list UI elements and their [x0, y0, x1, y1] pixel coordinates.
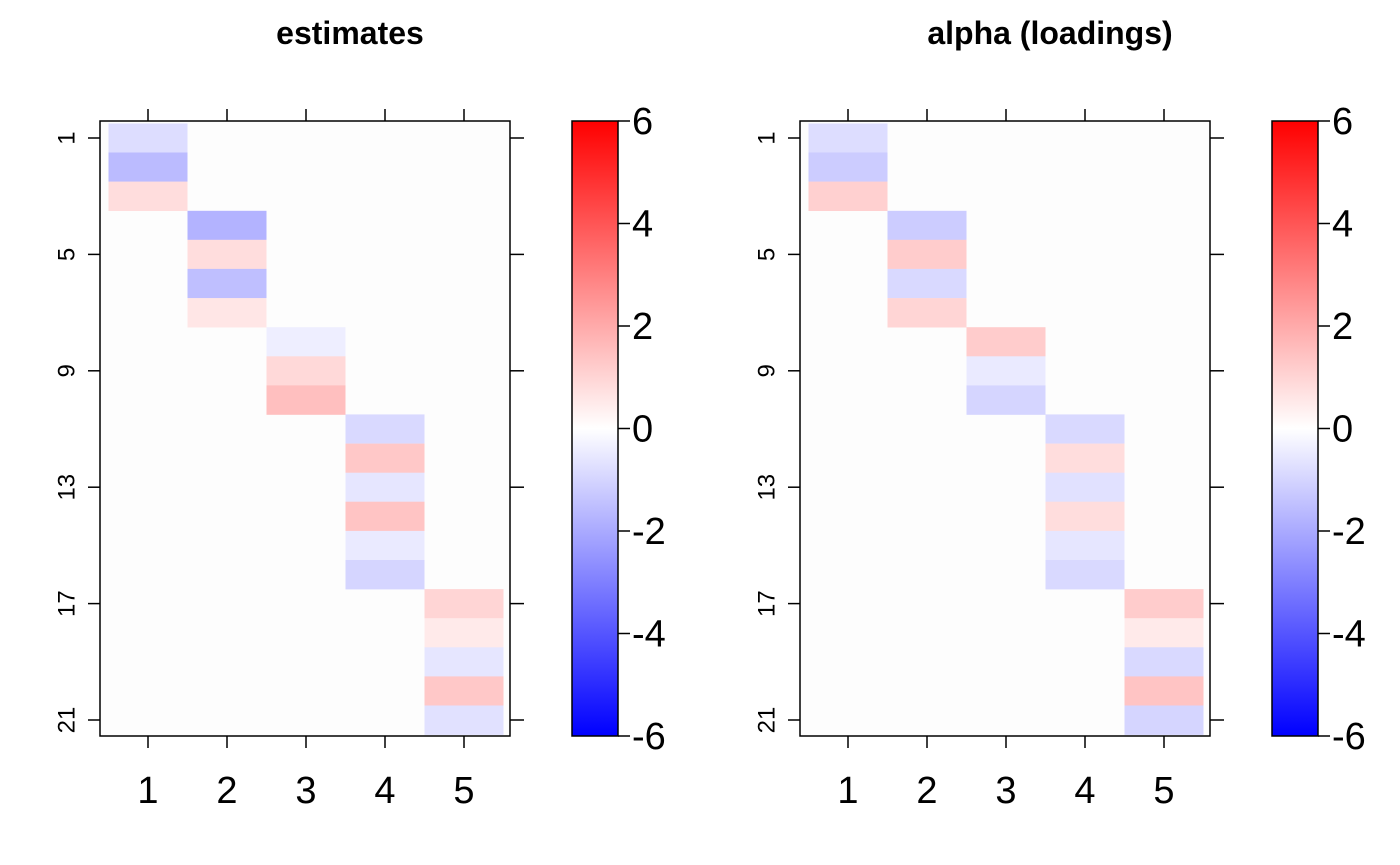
- heatmap-cell: [1124, 705, 1204, 735]
- heatmap-cell: [966, 327, 1046, 357]
- heatmap-cell: [345, 501, 425, 532]
- heatmap-cell: [1045, 501, 1125, 532]
- colorbar: [1271, 120, 1319, 737]
- colorbar-tick-label: 6: [632, 101, 653, 143]
- colorbar-tick-label: 2: [1332, 306, 1353, 348]
- heatmap-cell: [345, 530, 425, 561]
- colorbar-tick-label: 6: [1332, 101, 1353, 143]
- y-tick-label: 21: [753, 707, 780, 734]
- heatmap-cell: [424, 589, 504, 619]
- heatmap-cell: [808, 152, 888, 182]
- heatmap-cell: [1045, 560, 1125, 590]
- heatmap-cell: [187, 239, 267, 270]
- heatmap-cell: [266, 356, 346, 386]
- heatmap-cell: [424, 705, 504, 735]
- x-tick-label: 4: [374, 770, 395, 812]
- x-tick-label: 4: [1074, 770, 1095, 812]
- colorbar-tick-label: 0: [1332, 409, 1353, 451]
- heatmap-cell: [887, 239, 967, 270]
- heatmap-cell: [808, 123, 888, 153]
- chart-title: alpha (loadings): [927, 15, 1172, 51]
- heatmap-cell: [345, 443, 425, 473]
- heatmap-cell: [266, 385, 346, 415]
- heatmap-cell: [1045, 414, 1125, 444]
- x-tick-label: 5: [1153, 770, 1174, 812]
- heatmap-cell: [1124, 589, 1204, 619]
- estimates-panel: estimates 1 2 3 4 5 1 5 9 13 17 21 6 4 2 0 -2 -4 -6: [53, 15, 665, 812]
- heatmap-cell: [424, 647, 504, 677]
- colorbar-tick-label: -4: [632, 614, 666, 656]
- heatmap-cell: [266, 327, 346, 357]
- plot-frame: [799, 120, 1211, 737]
- chart-title: estimates: [276, 15, 424, 51]
- heatmap-cell: [1124, 618, 1204, 648]
- colorbar-tick-label: -4: [1332, 614, 1366, 656]
- y-tick-label: 5: [753, 248, 780, 261]
- heatmap-cell: [1045, 443, 1125, 473]
- x-tick-label: 2: [216, 770, 237, 812]
- colorbar-tick-label: -2: [1332, 511, 1366, 553]
- y-tick-label: 21: [53, 707, 80, 734]
- x-tick-label: 2: [916, 770, 937, 812]
- heatmap-cell: [187, 298, 267, 328]
- heatmap-cell: [424, 676, 504, 706]
- colorbar-tick-label: 0: [632, 409, 653, 451]
- heatmap-cell: [187, 268, 267, 299]
- x-tick-label: 1: [837, 770, 858, 812]
- heatmap-cell: [1124, 676, 1204, 706]
- y-tick-label: 13: [753, 474, 780, 501]
- heatmap-cell: [808, 181, 888, 211]
- y-tick-label: 13: [53, 474, 80, 501]
- heatmap-cell: [345, 472, 425, 503]
- plot-frame: [99, 120, 511, 737]
- heatmap-cell: [108, 152, 188, 182]
- x-tick-label: 5: [453, 770, 474, 812]
- alpha-loadings-panel: alpha (loadings) 1 2 3 4 5 1 5 9 13 17 21 6 4 2 0 -2 -4 -6: [753, 15, 1365, 812]
- heatmap-cell: [424, 618, 504, 648]
- heatmap-cell: [1045, 472, 1125, 503]
- colorbar-tick-label: -6: [632, 716, 666, 758]
- y-tick-label: 17: [753, 590, 780, 617]
- heatmap-cell: [1124, 647, 1204, 677]
- y-tick-label: 1: [53, 131, 80, 144]
- x-tick-label: 1: [137, 770, 158, 812]
- colorbar: [571, 120, 619, 737]
- heatmap-cell: [887, 298, 967, 328]
- heatmap-cell: [187, 210, 267, 241]
- heatmap-cell: [345, 560, 425, 590]
- colorbar-tick-label: 4: [632, 204, 653, 246]
- heatmap-cell: [966, 356, 1046, 386]
- x-tick-label: 3: [995, 770, 1016, 812]
- y-tick-label: 17: [53, 590, 80, 617]
- colorbar-tick-label: -2: [632, 511, 666, 553]
- y-tick-label: 1: [753, 131, 780, 144]
- heatmap-cell: [108, 181, 188, 211]
- heatmap-cell: [887, 268, 967, 299]
- y-tick-label: 5: [53, 248, 80, 261]
- heatmap-cell: [1045, 530, 1125, 561]
- heatmap-cell: [887, 210, 967, 241]
- colorbar-tick-label: -6: [1332, 716, 1366, 758]
- heatmap-cell: [108, 123, 188, 153]
- y-tick-label: 9: [53, 364, 80, 377]
- colorbar-tick-label: 4: [1332, 204, 1353, 246]
- heatmap-cell: [966, 385, 1046, 415]
- heatmap-cell: [345, 414, 425, 444]
- x-tick-label: 3: [295, 770, 316, 812]
- y-tick-label: 9: [753, 364, 780, 377]
- colorbar-tick-label: 2: [632, 306, 653, 348]
